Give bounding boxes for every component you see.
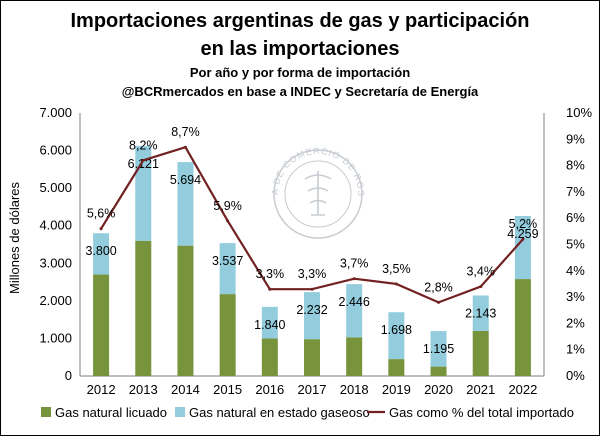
x-tick-label: 2014	[171, 382, 200, 397]
bar-gnl-2022	[514, 279, 531, 376]
pct-point-2016	[268, 287, 272, 291]
legend-swatch-gnl	[41, 407, 51, 417]
x-tick-label: 2022	[508, 382, 537, 397]
y2-tick-label: 0%	[566, 368, 585, 383]
total-label: 2.232	[296, 303, 327, 317]
y2-tick-label: 5%	[566, 237, 585, 252]
pct-point-2013	[141, 158, 145, 162]
pct-point-2018	[352, 277, 356, 281]
pct-label: 3,4%	[466, 265, 495, 279]
bar-gnl-2014	[177, 245, 194, 376]
y-tick-label: 7.000	[39, 105, 72, 120]
x-tick-label: 2018	[340, 382, 369, 397]
total-label: 2.143	[465, 306, 496, 320]
legend-swatch-gaseoso	[175, 407, 185, 417]
total-label: 1.698	[381, 323, 412, 337]
chart-title-line2: en las importaciones	[201, 38, 400, 60]
bar-gnl-2018	[346, 337, 363, 376]
legend: Gas natural licuado Gas natural en estado…	[41, 405, 574, 420]
y2-tick-label: 8%	[566, 158, 585, 173]
bar-gaseoso-2021	[472, 295, 489, 331]
pct-point-2012	[99, 227, 103, 231]
pct-point-2020	[437, 300, 441, 304]
x-tick-label: 2019	[382, 382, 411, 397]
total-label: 5.694	[170, 173, 201, 187]
pct-label: 8,7%	[171, 125, 200, 139]
pct-point-2021	[479, 285, 483, 289]
pct-point-2015	[226, 219, 230, 223]
pct-label: 2,8%	[424, 280, 453, 294]
pct-point-2017	[310, 287, 314, 291]
y2-tick-label: 4%	[566, 263, 585, 278]
x-tick-label: 2017	[298, 382, 327, 397]
total-label: 3.537	[212, 254, 243, 268]
y-tick-label: 0	[65, 368, 72, 383]
total-label: 1.840	[254, 318, 285, 332]
bar-gnl-2020	[430, 366, 447, 376]
pct-label: 5,6%	[87, 207, 116, 221]
bar-gnl-2015	[219, 294, 236, 376]
bar-gaseoso-2013	[135, 146, 152, 241]
pct-label: 3,3%	[298, 267, 327, 281]
y2-tick-label: 3%	[566, 289, 585, 304]
bar-gnl-2016	[261, 338, 278, 376]
pct-label: 3,5%	[382, 262, 411, 276]
chart-subtitle-line1: Por año y por forma de importación	[190, 65, 410, 80]
y-tick-label: 6.000	[39, 143, 72, 158]
pct-label: 3,3%	[256, 267, 285, 281]
bar-gaseoso-2015	[219, 243, 236, 295]
y-axis-label: Millones de dólares	[7, 182, 22, 295]
bar-gaseoso-2012	[93, 233, 110, 275]
total-label: 3.800	[85, 244, 116, 258]
bar-gnl-2021	[472, 330, 489, 376]
y-tick-label: 3.000	[39, 255, 72, 270]
bar-gnl-2017	[304, 339, 320, 376]
y-tick-label: 1.000	[39, 330, 72, 345]
bar-gnl-2013	[135, 240, 152, 376]
x-tick-label: 2015	[213, 382, 242, 397]
pct-label: 5,2%	[509, 217, 538, 231]
bar-gaseoso-2016	[261, 306, 278, 339]
y2-tick-label: 7%	[566, 184, 585, 199]
x-tick-label: 2016	[255, 382, 284, 397]
x-tick-label: 2012	[87, 382, 116, 397]
pct-point-2019	[394, 282, 398, 286]
x-tick-label: 2021	[466, 382, 495, 397]
x-tick-label: 2013	[129, 382, 158, 397]
y-tick-label: 4.000	[39, 218, 72, 233]
legend-label-pct: Gas como % del total importado	[389, 405, 574, 420]
legend-label-gaseoso: Gas natural en estado gaseoso	[189, 405, 370, 420]
y2-tick-label: 9%	[566, 131, 585, 146]
y2-tick-label: 2%	[566, 315, 585, 330]
y2-tick-label: 6%	[566, 210, 585, 225]
bar-gaseoso-2018	[346, 284, 363, 338]
bar-gnl-2019	[388, 359, 405, 376]
plot-area: 0 1.000 2.000 3.000 4.000 5.000 6.000 7.000 0% 1%…	[39, 105, 592, 397]
pct-point-2022	[521, 237, 525, 241]
bar-gnl-2012	[93, 274, 110, 376]
bar-gaseoso-2014	[177, 162, 194, 246]
bar-gaseoso-2019	[388, 312, 405, 360]
bar-gaseoso-2022	[514, 215, 531, 280]
y2-tick-label: 10%	[566, 105, 592, 120]
total-label: 1.195	[423, 342, 454, 356]
pct-label: 3,7%	[340, 257, 369, 271]
y2-tick-label: 1%	[566, 342, 585, 357]
legend-label-gnl: Gas natural licuado	[55, 405, 167, 420]
total-label: 2.446	[339, 295, 370, 309]
y-tick-label: 5.000	[39, 180, 72, 195]
chart-subtitle-line2: @BCRmercados en base a INDEC y Secretarí…	[122, 84, 479, 99]
total-label: 4.259	[507, 227, 538, 241]
x-tick-label: 2020	[424, 382, 453, 397]
pct-label: 8,2%	[129, 138, 158, 152]
chart-title-line1: Importaciones argentinas de gas y partic…	[70, 10, 529, 32]
pct-point-2014	[183, 145, 187, 149]
bar-gaseoso-2017	[304, 292, 320, 340]
pct-label: 5,9%	[213, 199, 242, 213]
y-tick-label: 2.000	[39, 293, 72, 308]
bar-gaseoso-2020	[430, 331, 447, 367]
total-label: 6.121	[128, 157, 159, 171]
